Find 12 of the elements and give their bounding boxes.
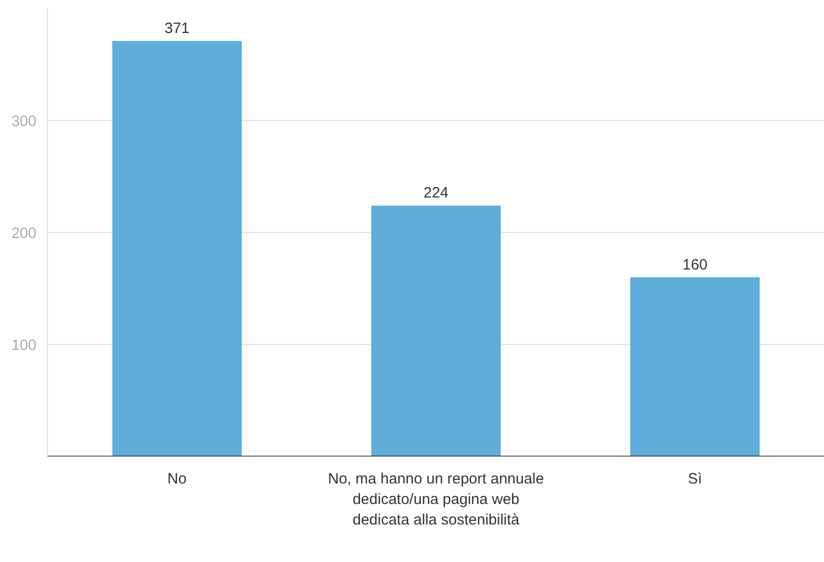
y-tick-label: 300 xyxy=(11,113,37,130)
x-tick-label: No, ma hanno un report annuale dedicato/una pagina web dedicata alla sostenibilità xyxy=(328,470,544,528)
y-tick-label: 200 xyxy=(11,225,37,242)
data-label: 371 xyxy=(164,20,190,37)
x-tick-label: Sì xyxy=(688,470,702,488)
x-tick-label: No xyxy=(167,470,187,488)
bar xyxy=(630,277,760,456)
data-label: 224 xyxy=(423,184,449,202)
bar xyxy=(371,206,501,456)
bar xyxy=(112,40,242,456)
data-label: 160 xyxy=(682,256,708,274)
y-tick-label: 100 xyxy=(11,337,37,354)
